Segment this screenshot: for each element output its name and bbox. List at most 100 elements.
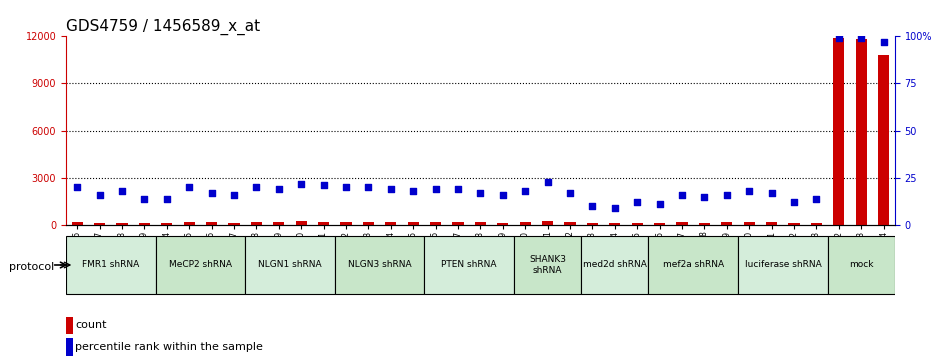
Point [764, 190, 779, 196]
Point [608, 205, 623, 211]
Text: NLGN3 shRNA: NLGN3 shRNA [348, 261, 412, 269]
Point [518, 188, 533, 194]
Bar [66, 317, 73, 334]
Text: protocol: protocol [9, 262, 55, 272]
Bar [66, 338, 73, 356]
Point [159, 196, 174, 201]
Point [271, 186, 286, 192]
FancyBboxPatch shape [514, 236, 581, 294]
FancyBboxPatch shape [66, 236, 155, 294]
Point [853, 35, 869, 41]
Point [674, 192, 690, 198]
Bar [654, 223, 665, 225]
Bar [340, 222, 351, 225]
Bar [206, 223, 218, 225]
Bar [766, 222, 777, 225]
Point [450, 186, 465, 192]
Bar [520, 222, 531, 225]
Text: MeCP2 shRNA: MeCP2 shRNA [169, 261, 232, 269]
Bar [834, 38, 844, 225]
Bar [475, 223, 486, 225]
Bar [743, 222, 755, 225]
Text: GDS4759 / 1456589_x_at: GDS4759 / 1456589_x_at [66, 19, 260, 35]
Point [495, 192, 511, 198]
Point [361, 184, 376, 190]
Text: FMR1 shRNA: FMR1 shRNA [82, 261, 139, 269]
Bar [138, 223, 150, 225]
Bar [184, 222, 195, 225]
Point [562, 190, 577, 196]
Point [137, 196, 152, 201]
Bar [363, 222, 374, 225]
Point [92, 192, 107, 198]
Text: mock: mock [849, 261, 873, 269]
Point [226, 192, 241, 198]
Point [249, 184, 264, 190]
Point [473, 190, 488, 196]
Bar [811, 223, 822, 225]
Text: luciferase shRNA: luciferase shRNA [744, 261, 821, 269]
Point [70, 184, 85, 190]
Bar [117, 223, 127, 225]
Point [406, 188, 421, 194]
Bar [318, 221, 329, 225]
Bar [878, 55, 889, 225]
Text: SHANK3
shRNA: SHANK3 shRNA [529, 255, 566, 275]
FancyBboxPatch shape [581, 236, 648, 294]
FancyBboxPatch shape [155, 236, 245, 294]
Point [204, 190, 219, 196]
Bar [699, 223, 710, 225]
Bar [72, 222, 83, 225]
Point [383, 186, 398, 192]
Text: med2d shRNA: med2d shRNA [583, 261, 647, 269]
Point [182, 184, 197, 190]
Point [540, 179, 555, 184]
Bar [251, 222, 262, 225]
FancyBboxPatch shape [739, 236, 828, 294]
Bar [430, 222, 441, 225]
Bar [452, 222, 463, 225]
Bar [587, 223, 598, 225]
Point [876, 39, 891, 45]
Bar [228, 223, 239, 225]
FancyBboxPatch shape [828, 236, 895, 294]
Point [428, 186, 443, 192]
Bar [788, 223, 800, 225]
Point [585, 203, 600, 209]
FancyBboxPatch shape [425, 236, 514, 294]
Bar [408, 222, 419, 225]
Text: mef2a shRNA: mef2a shRNA [663, 261, 723, 269]
Bar [722, 223, 733, 225]
Bar [632, 223, 642, 225]
Point [787, 200, 802, 205]
Bar [497, 223, 509, 225]
Text: NLGN1 shRNA: NLGN1 shRNA [258, 261, 322, 269]
Bar [273, 222, 284, 225]
Point [317, 183, 332, 188]
Text: PTEN shRNA: PTEN shRNA [442, 261, 497, 269]
Point [697, 194, 712, 200]
Text: count: count [75, 320, 106, 330]
Bar [609, 223, 621, 225]
Point [629, 200, 644, 205]
Point [720, 192, 735, 198]
FancyBboxPatch shape [648, 236, 739, 294]
Bar [564, 223, 576, 225]
Point [114, 188, 129, 194]
Point [652, 201, 667, 207]
Bar [542, 221, 553, 225]
Bar [161, 223, 172, 225]
Point [294, 181, 309, 187]
FancyBboxPatch shape [245, 236, 334, 294]
Bar [385, 222, 397, 225]
Point [809, 196, 824, 201]
FancyBboxPatch shape [334, 236, 425, 294]
Bar [296, 221, 307, 225]
Bar [676, 223, 688, 225]
Bar [855, 40, 867, 225]
Point [741, 188, 756, 194]
Bar [94, 223, 106, 225]
Text: percentile rank within the sample: percentile rank within the sample [75, 342, 263, 352]
Point [832, 35, 847, 41]
Point [338, 184, 353, 190]
